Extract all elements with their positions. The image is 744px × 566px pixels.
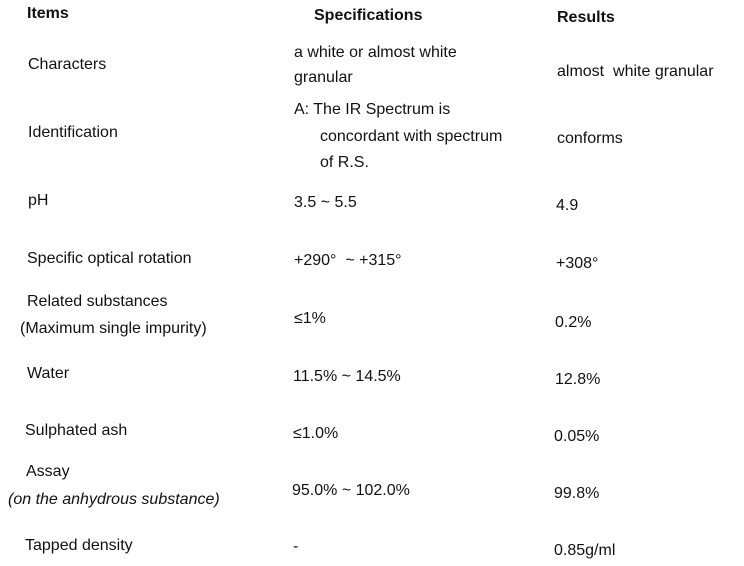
result-specific-optical-rotation: +308° [556, 255, 599, 272]
column-header-specifications: Specifications [314, 7, 423, 24]
column-header-results: Results [557, 9, 615, 26]
result-characters: almost white granular [557, 63, 714, 80]
result-identification: conforms [557, 130, 623, 147]
spec-water: 11.5% ~ 14.5% [293, 368, 401, 385]
spec-ph: 3.5 ~ 5.5 [294, 194, 357, 211]
result-sulphated-ash: 0.05% [554, 428, 600, 445]
spec-identification-line3: of R.S. [320, 154, 369, 171]
spec-related-substances: ≤1% [294, 310, 326, 327]
item-water: Water [27, 365, 70, 382]
item-specific-optical-rotation: Specific optical rotation [27, 250, 192, 267]
column-header-items: Items [27, 5, 69, 22]
spec-assay: 95.0% ~ 102.0% [292, 482, 410, 499]
item-characters: Characters [28, 56, 107, 73]
result-ph: 4.9 [556, 197, 579, 214]
spec-identification-line1: A: The IR Spectrum is [294, 101, 451, 118]
spec-characters-line2: granular [294, 69, 353, 86]
item-ph: pH [28, 192, 49, 209]
item-tapped-density: Tapped density [25, 537, 133, 554]
spec-sulphated-ash: ≤1.0% [293, 425, 339, 442]
item-identification: Identification [28, 124, 118, 141]
spec-identification-line2: concordant with spectrum [320, 128, 503, 145]
item-related-substances-line2: (Maximum single impurity) [20, 320, 207, 337]
result-related-substances: 0.2% [555, 314, 592, 331]
result-tapped-density: 0.85g/ml [554, 542, 616, 559]
result-assay: 99.8% [554, 485, 600, 502]
spec-tapped-density: - [293, 538, 299, 555]
spec-characters-line1: a white or almost white [294, 44, 457, 61]
item-sulphated-ash: Sulphated ash [25, 422, 128, 439]
item-assay-line1: Assay [26, 463, 70, 480]
item-related-substances-line1: Related substances [27, 293, 168, 310]
result-water: 12.8% [555, 371, 601, 388]
spec-specific-optical-rotation: +290° ~ +315° [294, 252, 402, 269]
item-assay-line2: (on the anhydrous substance) [8, 491, 220, 508]
